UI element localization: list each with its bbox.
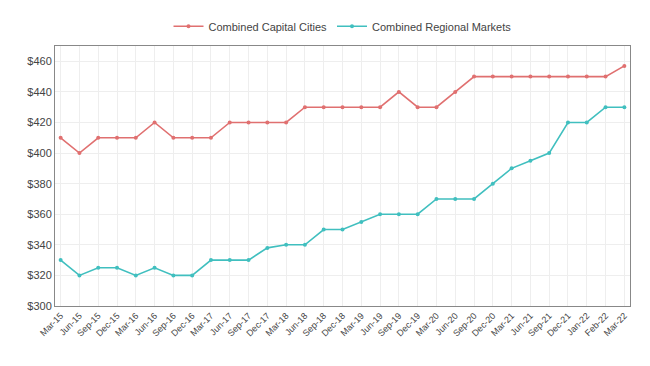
svg-text:$320: $320 [27,269,51,281]
svg-text:Mar-16: Mar-16 [113,311,140,338]
svg-text:Sep-21: Sep-21 [526,311,554,339]
svg-text:$420: $420 [27,116,51,128]
svg-text:$400: $400 [27,147,51,159]
svg-text:Jun-18: Jun-18 [283,311,310,338]
svg-text:Jun-19: Jun-19 [358,311,385,338]
svg-text:Mar-15: Mar-15 [38,311,65,338]
svg-text:Combined Capital Cities: Combined Capital Cities [209,21,327,33]
svg-text:Jun-21: Jun-21 [508,311,535,338]
svg-text:Mar-19: Mar-19 [339,311,366,338]
svg-text:Jun-17: Jun-17 [208,311,235,338]
svg-text:$440: $440 [27,86,51,98]
svg-text:$460: $460 [27,55,51,67]
svg-text:Jun-15: Jun-15 [57,311,84,338]
svg-text:Sep-20: Sep-20 [451,311,479,339]
svg-text:Dec-19: Dec-19 [395,311,423,339]
svg-text:Sep-18: Sep-18 [301,311,329,339]
svg-text:Dec-18: Dec-18 [320,311,348,339]
svg-text:Sep-15: Sep-15 [75,311,103,339]
svg-text:Jan-22: Jan-22 [565,311,592,338]
svg-text:Dec-20: Dec-20 [470,311,498,339]
svg-text:$300: $300 [27,300,51,312]
svg-text:$340: $340 [27,239,51,251]
svg-text:Combined Regional Markets: Combined Regional Markets [372,21,511,33]
svg-text:Dec-16: Dec-16 [169,311,197,339]
svg-text:Jun-16: Jun-16 [133,311,160,338]
svg-text:Sep-19: Sep-19 [376,311,404,339]
svg-text:Jun-20: Jun-20 [433,311,460,338]
svg-text:Mar-20: Mar-20 [414,311,441,338]
svg-text:$360: $360 [27,208,51,220]
svg-text:Mar-22: Mar-22 [602,311,629,338]
svg-text:Mar-17: Mar-17 [188,311,215,338]
svg-text:Dec-21: Dec-21 [545,311,573,339]
svg-text:Mar-18: Mar-18 [263,311,290,338]
svg-text:$380: $380 [27,178,51,190]
svg-text:Feb-22: Feb-22 [583,311,610,338]
svg-text:Mar-21: Mar-21 [489,311,516,338]
svg-text:Dec-15: Dec-15 [94,311,122,339]
svg-text:Dec-17: Dec-17 [244,311,272,339]
svg-text:Sep-16: Sep-16 [150,311,178,339]
svg-text:Sep-17: Sep-17 [226,311,254,339]
